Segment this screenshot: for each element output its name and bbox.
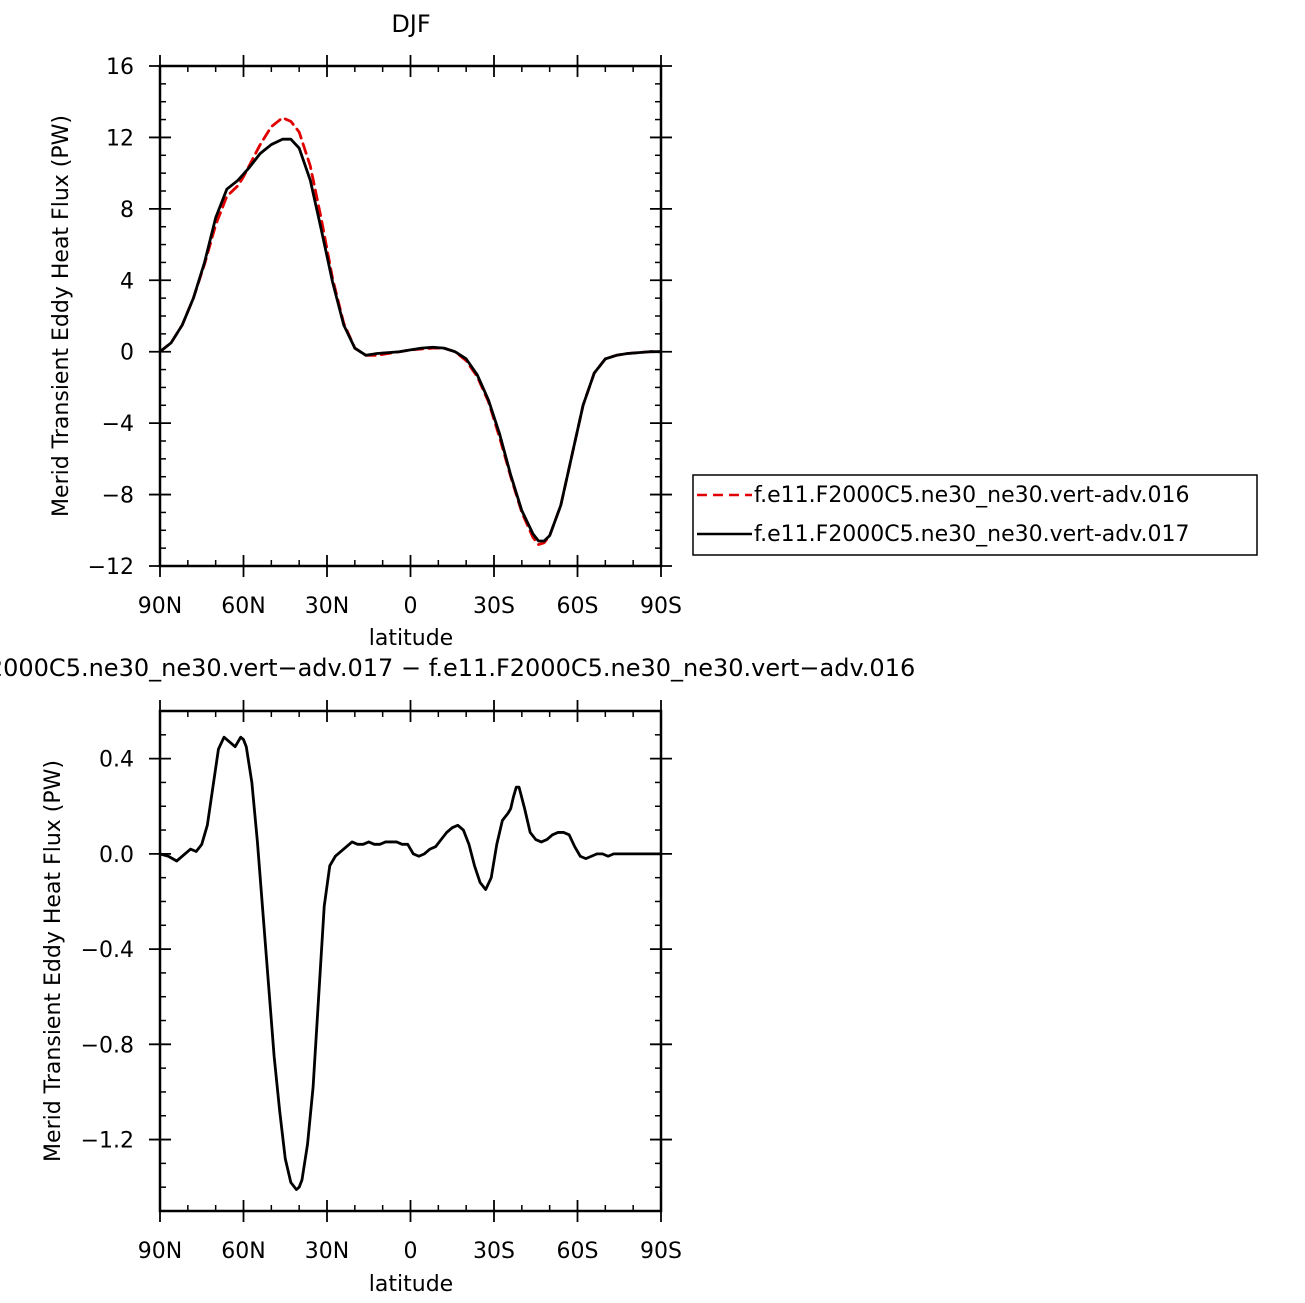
bottom-ytick-label-4: 0.4: [99, 748, 134, 773]
top-xtick-label-0: 90N: [138, 594, 182, 619]
bottom-series-line-0: [160, 735, 661, 1191]
bottom-xtick-label-5: 60S: [557, 1239, 599, 1264]
top-ytick-label-0: −12: [88, 555, 134, 580]
top-xtick-label-1: 60N: [221, 594, 265, 619]
top-chart-ylabel-group: Merid Transient Eddy Heat Flux (PW): [49, 115, 74, 517]
top-xtick-label-5: 60S: [557, 594, 599, 619]
top-ytick-label-2: −4: [102, 412, 134, 437]
top-chart-ylabel: Merid Transient Eddy Heat Flux (PW): [49, 115, 74, 517]
legend-label-016: f.e11.F2000C5.ne30_ne30.vert-adv.016: [754, 483, 1190, 508]
bottom-ytick-label-1: −0.8: [81, 1033, 134, 1058]
bottom-chart-ylabel-group: Merid Transient Eddy Heat Flux (PW): [41, 760, 66, 1162]
bottom-xtick-label-2: 30N: [305, 1239, 349, 1264]
bottom-chart-ylabel: Merid Transient Eddy Heat Flux (PW): [41, 760, 66, 1162]
top-chart: DJF Merid Transient Eddy Heat Flux (PW) …: [49, 10, 1258, 651]
legend: f.e11.F2000C5.ne30_ne30.vert-adv.016 f.e…: [692, 474, 1258, 556]
top-xtick-label-2: 30N: [305, 594, 349, 619]
bottom-plot-area: −1.2 −0.8 −0.4 0.0 0.4 90N 60N 30N 0 30S 60S 90S: [81, 700, 682, 1264]
bottom-ytick-label-3: 0.0: [99, 843, 134, 868]
bottom-xtick-label-6: 90S: [640, 1239, 682, 1264]
legend-box: [692, 474, 1258, 556]
bottom-xtick-label-4: 30S: [473, 1239, 515, 1264]
top-ytick-label-3: 0: [120, 341, 134, 366]
top-xtick-label-4: 30S: [473, 594, 515, 619]
bottom-chart: f.e11.F2000C5.ne30_ne30.vert−adv.017 − f…: [0, 654, 915, 1297]
bottom-xtick-label-0: 90N: [138, 1239, 182, 1264]
bottom-chart-xlabel: latitude: [369, 1272, 453, 1297]
top-ytick-label-7: 16: [106, 55, 134, 80]
bottom-ytick-label-2: −0.4: [81, 938, 134, 963]
top-plot-area: −12 −8 −4 0 4 8 12 16 90N 60N 30N 0 30S 60S 90S: [88, 55, 682, 619]
top-series-line-1: [160, 137, 661, 543]
top-ytick-label-4: 4: [120, 269, 134, 294]
bottom-xtick-label-1: 60N: [221, 1239, 265, 1264]
top-frame: [158, 64, 663, 568]
top-ytick-label-6: 12: [106, 126, 134, 151]
top-chart-xlabel: latitude: [369, 626, 453, 651]
top-xtick-label-6: 90S: [640, 594, 682, 619]
top-xtick-label-3: 0: [404, 594, 418, 619]
bottom-chart-title: f.e11.F2000C5.ne30_ne30.vert−adv.017 − f…: [0, 654, 915, 682]
bottom-frame: [158, 709, 663, 1213]
top-chart-title: DJF: [391, 10, 430, 38]
top-ytick-label-5: 8: [120, 198, 134, 223]
bottom-xtick-label-3: 0: [404, 1239, 418, 1264]
top-ytick-label-1: −8: [102, 484, 134, 509]
legend-label-017: f.e11.F2000C5.ne30_ne30.vert-adv.017: [754, 522, 1190, 547]
bottom-ytick-label-0: −1.2: [81, 1129, 134, 1154]
